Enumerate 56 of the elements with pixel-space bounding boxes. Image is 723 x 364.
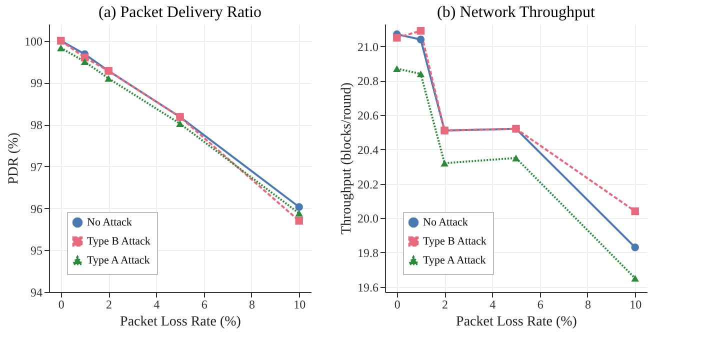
point [631, 207, 639, 216]
point [631, 274, 639, 282]
point [295, 203, 303, 211]
y-tick-label: 19.8 [358, 246, 378, 260]
y-tick-label: 20.8 [358, 74, 378, 88]
point [295, 210, 303, 217]
chart-title: (b) Network Throughput [437, 4, 596, 21]
x-tick-label: 2 [106, 298, 112, 312]
legend-label: No Attack [423, 216, 468, 228]
point [393, 34, 401, 42]
x-tick-label: 0 [394, 298, 400, 312]
legend-label: Type A Attack [423, 254, 486, 266]
legend-label: Type B Attack [87, 236, 151, 248]
point [440, 160, 448, 167]
point [416, 36, 425, 44]
point [104, 75, 112, 82]
point [295, 216, 303, 225]
y-tick-label: 21.0 [358, 40, 378, 54]
point [512, 154, 520, 162]
point [416, 27, 425, 35]
x-tick-label: 6 [537, 298, 544, 312]
point [57, 44, 65, 52]
y-tick-label: 95 [30, 244, 42, 258]
y-tick-label: 20.6 [358, 108, 378, 123]
x-tick-label: 10 [294, 298, 306, 312]
y-tick-label: 20.4 [358, 142, 378, 157]
y-tick-label: 99 [30, 76, 42, 90]
x-axis-title: Packet Loss Rate (%) [120, 314, 242, 330]
y-tick-label: 20.2 [358, 177, 378, 192]
x-tick-label: 6 [201, 298, 208, 312]
point [80, 58, 89, 66]
point [631, 243, 639, 252]
y-tick-label: 94 [30, 286, 42, 300]
y-axis-title: Throughput (blocks/round) [340, 82, 354, 235]
x-axis-title: Packet Loss Rate (%) [456, 314, 578, 330]
x-tick-label: 2 [442, 298, 448, 312]
x-tick-label: 8 [248, 298, 255, 312]
x-tick-label: 4 [154, 298, 160, 312]
point [393, 65, 401, 72]
y-tick-label: 96 [30, 202, 42, 216]
legend-label: No Attack [87, 216, 132, 228]
legend-label: Type B Attack [423, 236, 487, 248]
chart-title: (a) Packet Delivery Ratio [98, 4, 262, 21]
point [176, 120, 184, 128]
y-tick-label: 100 [24, 34, 42, 48]
y-tick-label: 98 [30, 118, 42, 132]
y-tick-label: 20.0 [358, 212, 378, 226]
point [416, 70, 425, 78]
y-axis-title: PDR (%) [6, 132, 22, 184]
x-tick-label: 10 [630, 298, 642, 312]
y-tick-label: 19.6 [358, 280, 378, 294]
x-tick-label: 8 [584, 298, 591, 312]
x-tick-label: 0 [58, 298, 64, 312]
x-tick-label: 4 [490, 298, 496, 312]
legend-label: Type A Attack [87, 254, 150, 266]
y-tick-label: 97 [30, 160, 42, 174]
